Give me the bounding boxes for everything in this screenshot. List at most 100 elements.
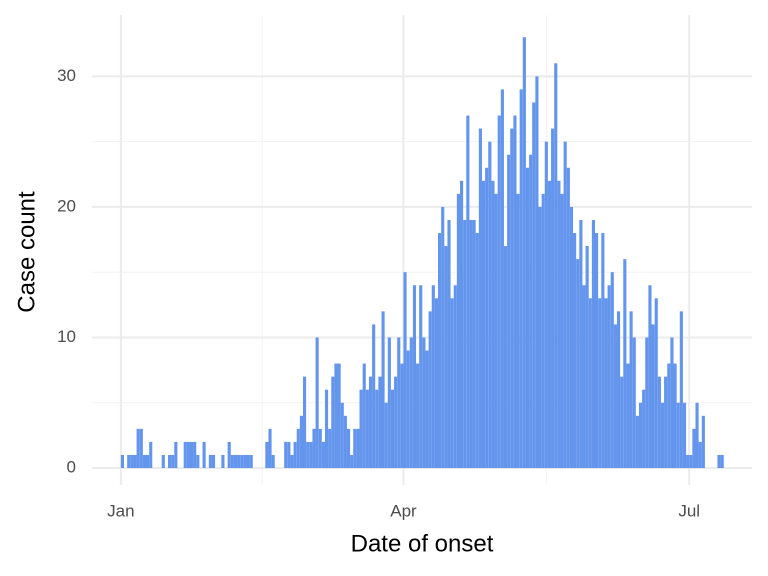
bar (208, 454, 212, 469)
bar (387, 337, 391, 469)
bar (237, 454, 241, 469)
bar (601, 233, 605, 469)
bar (513, 115, 517, 469)
bar (613, 324, 617, 469)
bar (337, 363, 341, 469)
bar (130, 454, 134, 469)
bar (378, 376, 382, 469)
bar (400, 363, 404, 469)
y-tick-label: 20 (57, 196, 76, 215)
bar (500, 89, 504, 469)
bar (412, 285, 417, 469)
bar (409, 337, 413, 469)
bar (406, 350, 410, 469)
bar (670, 337, 674, 469)
bar (579, 219, 583, 469)
bar (365, 389, 369, 469)
bar (196, 454, 200, 469)
bar (478, 128, 482, 469)
bar (620, 376, 624, 469)
bar (682, 402, 687, 469)
bar (645, 337, 649, 469)
bar (588, 298, 592, 469)
bar (532, 102, 536, 469)
bar (171, 454, 175, 469)
bar (497, 115, 501, 469)
bar (573, 233, 577, 469)
bar (321, 441, 325, 469)
bar (315, 337, 319, 469)
bar (610, 272, 614, 469)
bar (676, 402, 680, 469)
bar (368, 376, 373, 469)
bar (211, 454, 216, 469)
bar (447, 219, 451, 469)
bar (488, 141, 492, 469)
bar (657, 376, 661, 469)
bar (434, 298, 439, 469)
bar (566, 167, 570, 469)
bar (390, 389, 395, 469)
bar (692, 428, 696, 469)
bar (431, 285, 435, 469)
bar (133, 454, 137, 469)
bar (381, 311, 385, 469)
bar (233, 454, 238, 469)
bar (717, 454, 721, 469)
bar (551, 128, 555, 469)
bar (243, 454, 247, 469)
bar (287, 441, 291, 469)
x-tick-label: Apr (390, 501, 417, 520)
bar (328, 428, 332, 469)
bar (302, 376, 307, 469)
bar (167, 454, 172, 469)
bar (425, 350, 429, 469)
bar (240, 454, 244, 469)
bar (375, 389, 379, 469)
bar (686, 454, 690, 469)
bar (604, 298, 608, 469)
bar (331, 376, 335, 469)
bar (174, 441, 178, 469)
bar (142, 454, 147, 469)
bar (444, 246, 448, 469)
bar (343, 415, 347, 469)
bar (466, 115, 470, 469)
bar (475, 233, 479, 469)
bar (139, 428, 143, 469)
bar (510, 128, 514, 469)
bar (522, 37, 526, 469)
bar (340, 402, 344, 469)
x-axis-title: Date of onset (351, 530, 494, 557)
bar (679, 311, 683, 469)
bar (642, 389, 646, 469)
bar (189, 441, 194, 469)
bar (472, 219, 476, 469)
bar (469, 219, 473, 469)
bar (394, 376, 398, 469)
bar (595, 233, 599, 469)
bar (701, 415, 705, 469)
bar (591, 219, 596, 469)
bar (265, 441, 269, 469)
bar (271, 454, 275, 469)
bar (441, 206, 445, 469)
bar (284, 441, 288, 469)
bar (306, 441, 310, 469)
x-tick-label: Jul (678, 501, 700, 520)
bar (632, 337, 636, 469)
bar (422, 337, 426, 469)
bar (359, 389, 363, 469)
bar (456, 193, 460, 469)
bar (689, 454, 693, 469)
bar (149, 441, 153, 469)
bar (563, 141, 567, 469)
bar (353, 428, 357, 469)
bar (503, 246, 508, 469)
bar (626, 363, 630, 469)
bar (651, 324, 655, 469)
x-tick-label: Jan (107, 501, 134, 520)
bar (538, 206, 542, 469)
bar (120, 454, 125, 469)
